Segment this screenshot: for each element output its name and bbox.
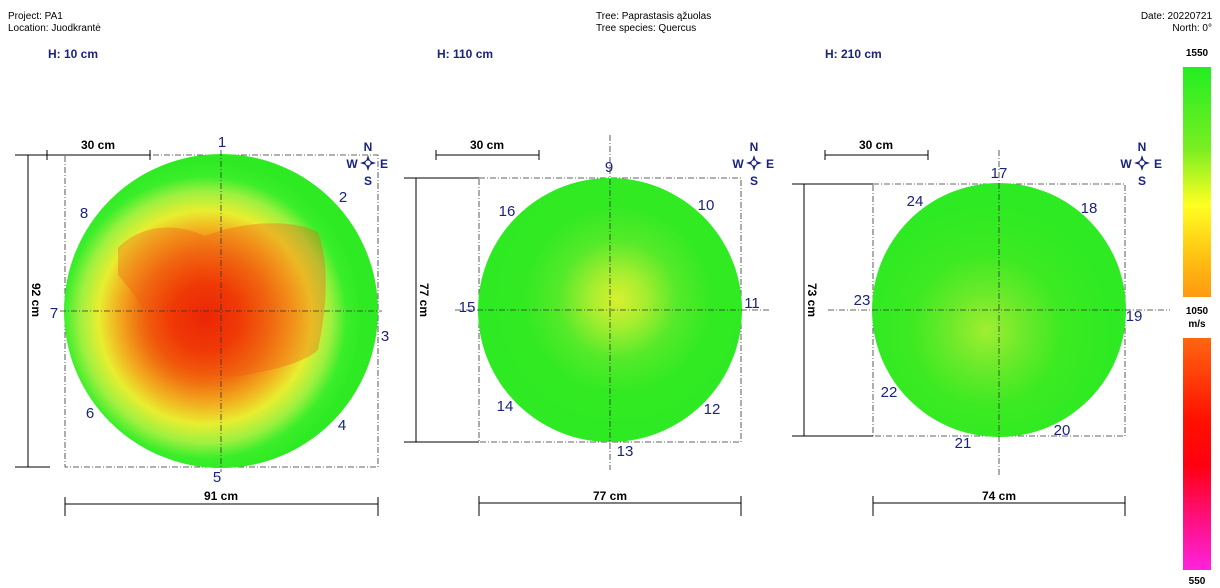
scale-mid: 1050 (1186, 306, 1209, 317)
sensor-10: 10 (698, 197, 715, 214)
sensor-24: 24 (907, 193, 924, 210)
svg-text:E: E (380, 157, 388, 171)
header-project-info: Project: PA1 Location: Juodkrantė (8, 11, 101, 35)
tomogram-section-3: 30 cm 73 cm 74 cm 17 18 19 20 21 22 23 2… (792, 138, 1170, 516)
sensor-3: 3 (381, 328, 389, 345)
sensor-1: 1 (218, 134, 226, 151)
svg-text:N: N (1138, 140, 1147, 154)
sensor-12: 12 (704, 401, 721, 418)
sensor-23: 23 (854, 292, 871, 309)
sensor-8: 8 (80, 205, 88, 222)
north-label: North: 0° (1172, 23, 1212, 34)
svg-text:W: W (1120, 157, 1132, 171)
header-tree-info: Tree: Paprastasis ąžuolas Tree species: … (596, 11, 711, 35)
sensor-16: 16 (499, 203, 516, 220)
svg-text:E: E (766, 157, 774, 171)
sensor-15: 15 (459, 299, 476, 316)
scale-max: 1550 (1186, 48, 1209, 59)
velocity-color-scale: 1550 1050 m/s 550 (1183, 48, 1211, 587)
scale-unit: m/s (1188, 319, 1206, 330)
decay-zone-1 (118, 223, 326, 377)
sensor-5: 5 (213, 469, 221, 486)
sensor-2: 2 (339, 189, 347, 206)
svg-text:S: S (750, 174, 758, 188)
svg-text:N: N (364, 140, 373, 154)
project-label: Project: PA1 (8, 11, 63, 22)
tree-label: Tree: Paprastasis ąžuolas (596, 11, 712, 22)
sensor-9: 9 (605, 159, 613, 176)
scale-label-3: 30 cm (859, 138, 893, 152)
height-label-1: 92 cm (29, 283, 43, 317)
sensor-labels-3: 17 18 19 20 21 22 23 24 (854, 165, 1143, 452)
section-title-2: H: 110 cm (437, 47, 494, 61)
sensor-4: 4 (338, 417, 346, 434)
sensor-20: 20 (1054, 422, 1071, 439)
tomogram-section-1: 30 cm 92 cm 91 cm 1 2 3 4 5 6 7 8 N S W … (15, 134, 389, 516)
sensor-19: 19 (1126, 308, 1143, 325)
compass-icon-3: N S W E (1120, 140, 1162, 188)
section-title-1: H: 10 cm (48, 47, 99, 61)
width-label-3: 74 cm (982, 489, 1016, 503)
date-label: Date: 20220721 (1140, 11, 1212, 22)
species-label: Tree species: Quercus (596, 23, 697, 34)
sensor-13: 13 (617, 443, 634, 460)
section-title-3: H: 210 cm (825, 47, 882, 61)
scale-min: 550 (1189, 576, 1206, 587)
width-label-2: 77 cm (593, 489, 627, 503)
svg-text:W: W (732, 157, 744, 171)
location-label: Location: Juodkrantė (8, 23, 101, 34)
scale-label-1: 30 cm (81, 138, 115, 152)
height-label-2: 77 cm (417, 283, 431, 317)
sensor-22: 22 (881, 384, 898, 401)
svg-text:N: N (750, 140, 759, 154)
sensor-labels-2: 9 10 11 12 13 14 15 16 (459, 159, 760, 460)
sensor-14: 14 (497, 398, 514, 415)
width-label-1: 91 cm (204, 489, 238, 503)
compass-icon-2: N S W E (732, 140, 774, 188)
sensor-labels-1: 1 2 3 4 5 6 7 8 (50, 134, 389, 486)
compass-icon-1: N S W E (346, 140, 388, 188)
tomogram-section-2: 30 cm 77 cm 77 cm 9 10 11 12 13 14 15 16… (404, 135, 774, 516)
svg-text:W: W (346, 157, 358, 171)
svg-text:E: E (1154, 157, 1162, 171)
svg-text:S: S (364, 174, 372, 188)
header-date-info: Date: 20220721 North: 0° (1141, 11, 1212, 35)
scale-bar-upper (1183, 67, 1211, 297)
sensor-18: 18 (1081, 200, 1098, 217)
sensor-7: 7 (50, 305, 58, 322)
tree-cross-section-1 (64, 154, 378, 468)
sensor-6: 6 (86, 405, 94, 422)
scale-label-2: 30 cm (470, 138, 504, 152)
height-label-3: 73 cm (805, 283, 819, 317)
sensor-11: 11 (744, 295, 760, 312)
svg-text:S: S (1138, 174, 1146, 188)
sensor-21: 21 (955, 435, 972, 452)
scale-bar-lower (1183, 338, 1211, 570)
sensor-17: 17 (991, 165, 1008, 182)
